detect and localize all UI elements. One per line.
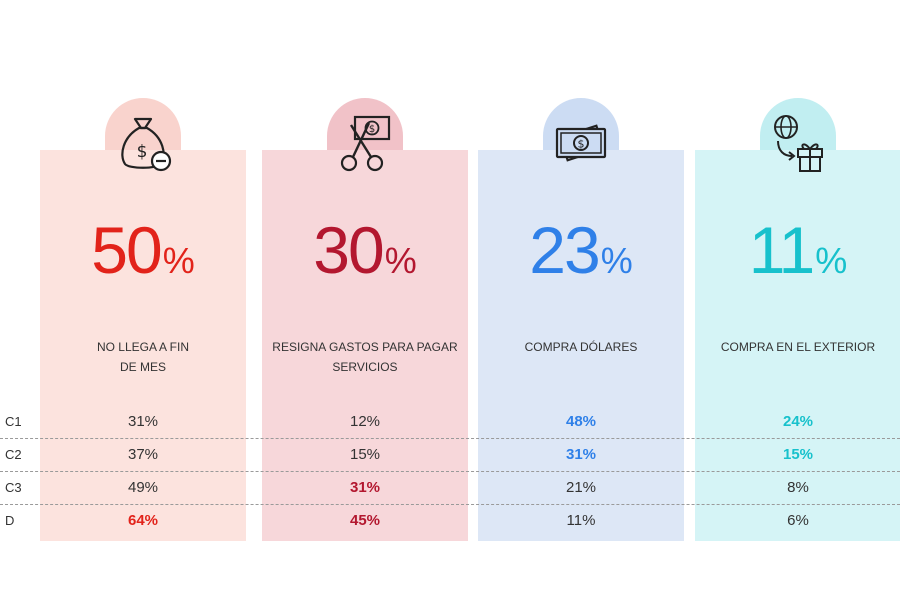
description-line: COMPRA EN EL EXTERIOR <box>720 340 876 354</box>
column-4: 11% COMPRA EN EL EXTERIOR 24% 15% 8% 6% <box>695 0 900 600</box>
column-description: COMPRA EN EL EXTERIOR <box>703 337 893 357</box>
column-3: $23% COMPRA DÓLARES 48% 31% 21% 11% <box>478 0 684 600</box>
total-unit: % <box>162 240 195 281</box>
total-percentage: 50% <box>40 210 246 301</box>
scissors-cutting-money-icon: $ <box>333 111 397 175</box>
description-line: COMPRA DÓLARES <box>524 340 638 354</box>
money-bag-minus-icon: $ <box>111 111 175 175</box>
cell-c2: 31% <box>565 446 597 463</box>
total-value: 11 <box>748 213 816 287</box>
total-value: 50 <box>91 213 162 287</box>
cell-c2: 15% <box>349 446 381 463</box>
banknotes-icon: $ <box>549 111 613 175</box>
row-label-c2: C2 <box>5 447 22 462</box>
description-line: DE MES <box>119 360 166 374</box>
svg-text:$: $ <box>369 124 375 135</box>
cell-d: 6% <box>787 512 809 529</box>
row-divider <box>0 438 900 439</box>
column-description: NO LLEGA A FIN DE MES <box>48 337 238 377</box>
cell-c1: 48% <box>565 413 597 430</box>
row-divider <box>0 471 900 472</box>
row-divider <box>0 504 900 505</box>
row-label-c1: C1 <box>5 414 22 429</box>
total-value: 30 <box>313 213 384 287</box>
svg-text:$: $ <box>578 138 585 151</box>
total-unit: % <box>384 240 417 281</box>
column-description: COMPRA DÓLARES <box>486 337 676 357</box>
total-percentage: 23% <box>478 210 684 301</box>
cell-c1: 24% <box>782 413 814 430</box>
column-2: $30% RESIGNA GASTOS PARA PAGAR SERVICIOS 12… <box>262 0 468 600</box>
cell-c2: 37% <box>127 446 159 463</box>
cell-c3: 31% <box>349 479 381 496</box>
cell-c1: 31% <box>127 413 159 430</box>
cell-c2: 15% <box>782 446 814 463</box>
column-card <box>262 150 468 541</box>
total-value: 23 <box>529 213 600 287</box>
description-line: NO LLEGA A FIN <box>96 340 190 354</box>
cell-d: 45% <box>349 512 381 529</box>
cell-c3: 49% <box>127 479 159 496</box>
column-card <box>478 150 684 541</box>
svg-text:$: $ <box>137 142 148 162</box>
description-line: SERVICIOS <box>332 360 398 374</box>
total-unit: % <box>600 240 633 281</box>
cell-c3: 8% <box>787 479 809 496</box>
cell-c3: 21% <box>565 479 597 496</box>
description-line: RESIGNA GASTOS PARA PAGAR <box>272 340 458 354</box>
column-card <box>40 150 246 541</box>
cell-d: 64% <box>127 512 159 529</box>
total-percentage: 30% <box>262 210 468 301</box>
row-label-c3: C3 <box>5 480 22 495</box>
column-card <box>695 150 900 541</box>
column-1: $50% NO LLEGA A FIN DE MES 31% 37% 49% 64% <box>40 0 246 600</box>
total-unit: % <box>815 240 848 281</box>
total-percentage: 11% <box>695 210 900 301</box>
cell-d: 11% <box>566 512 596 529</box>
row-label-d: D <box>5 513 15 528</box>
globe-gift-icon <box>766 111 830 175</box>
column-description: RESIGNA GASTOS PARA PAGAR SERVICIOS <box>270 337 460 377</box>
cell-c1: 12% <box>349 413 381 430</box>
